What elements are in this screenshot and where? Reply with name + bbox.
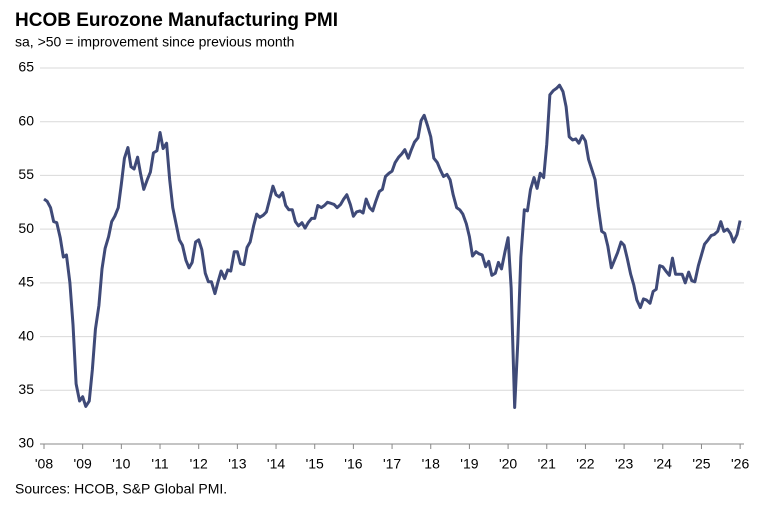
x-tick-label: '21: [538, 456, 556, 472]
x-tick-label: '11: [151, 456, 168, 472]
x-tick-label: '23: [615, 456, 633, 472]
y-tick-label: 35: [18, 381, 34, 397]
x-tick-label: '20: [499, 456, 517, 472]
x-tick-label: '19: [460, 456, 478, 472]
chart-title: HCOB Eurozone Manufacturing PMI: [15, 10, 338, 31]
source-note: Sources: HCOB, S&P Global PMI.: [15, 481, 227, 497]
x-tick-label: '26: [731, 456, 749, 472]
y-tick-label: 55: [18, 166, 34, 182]
y-tick-label: 50: [18, 220, 34, 236]
chart-subtitle: sa, >50 = improvement since previous mon…: [15, 34, 294, 50]
x-tick-label: '17: [383, 456, 401, 472]
x-tick-label: '12: [190, 456, 208, 472]
x-tick-label: '15: [306, 456, 324, 472]
y-tick-label: 65: [18, 59, 34, 75]
x-tick-label: '08: [35, 456, 53, 472]
y-tick-label: 60: [18, 112, 34, 128]
x-tick-label: '18: [422, 456, 440, 472]
x-tick-label: '13: [228, 456, 246, 472]
x-tick-label: '22: [576, 456, 594, 472]
y-tick-label: 45: [18, 274, 34, 290]
x-tick-label: '16: [344, 456, 362, 472]
y-tick-label: 30: [18, 435, 34, 451]
x-tick-label: '09: [74, 456, 92, 472]
x-tick-label: '14: [267, 456, 285, 472]
y-tick-label: 40: [18, 327, 34, 343]
x-tick-label: '24: [654, 456, 672, 472]
data-line: [43, 83, 742, 409]
x-tick-label: '25: [692, 456, 710, 472]
x-tick-label: '10: [112, 456, 130, 472]
